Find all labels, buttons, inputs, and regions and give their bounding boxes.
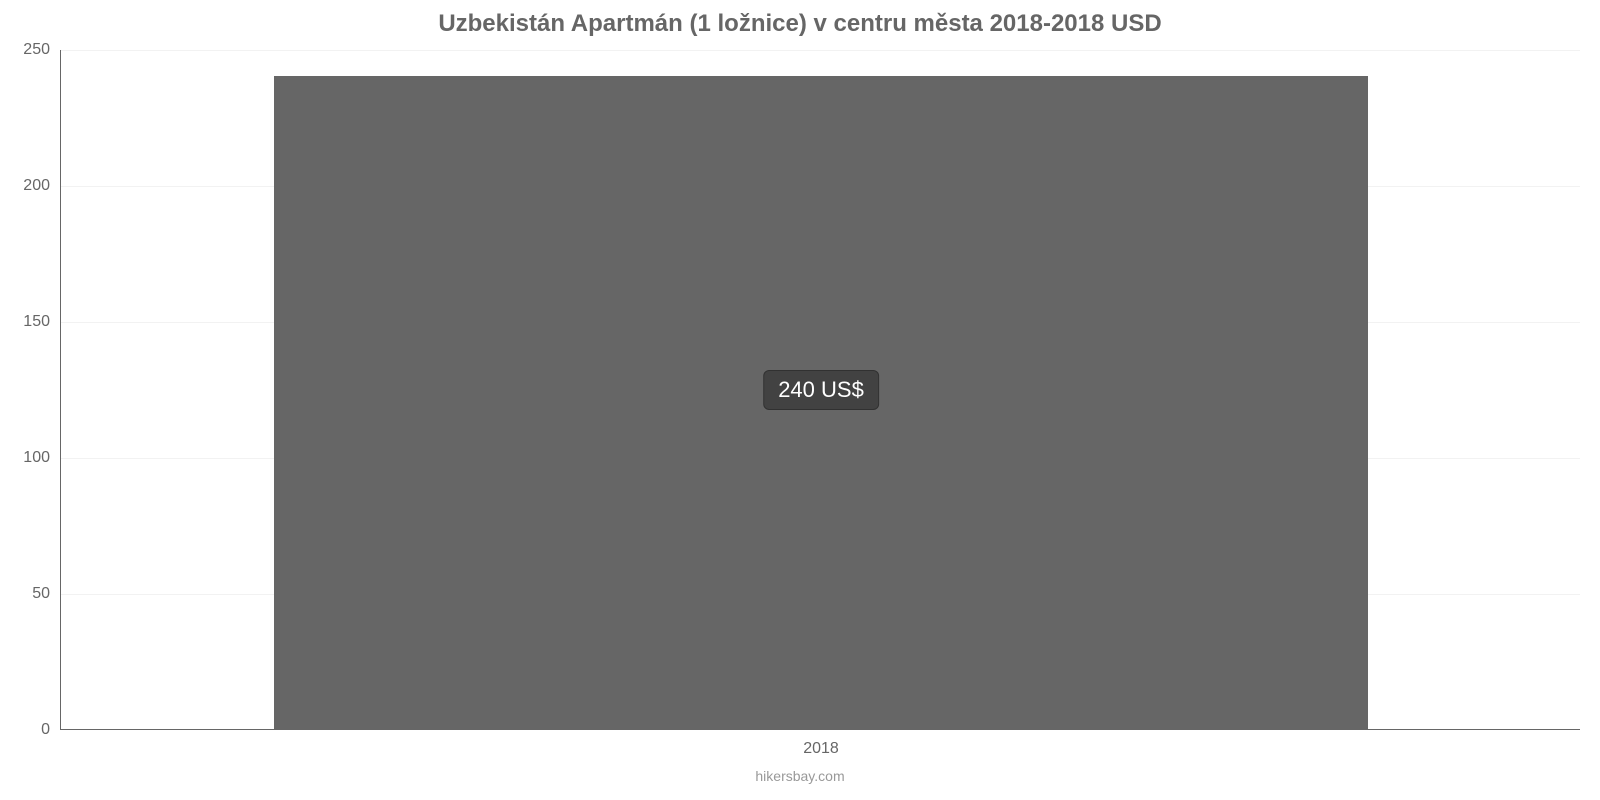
x-tick-label: 2018 xyxy=(803,740,839,758)
gridline xyxy=(61,50,1580,51)
y-tick-label: 150 xyxy=(0,313,50,331)
bar-value-label: 240 US$ xyxy=(763,370,879,410)
y-tick-label: 0 xyxy=(0,721,50,739)
y-tick-label: 250 xyxy=(0,41,50,59)
y-tick-label: 50 xyxy=(0,585,50,603)
chart-footer: hikersbay.com xyxy=(0,768,1600,784)
chart-title: Uzbekistán Apartmán (1 ložnice) v centru… xyxy=(0,10,1600,38)
plot-area: 050100150200250240 US$2018 xyxy=(60,50,1580,730)
chart-container: Uzbekistán Apartmán (1 ložnice) v centru… xyxy=(0,0,1600,800)
y-tick-label: 200 xyxy=(0,177,50,195)
y-tick-label: 100 xyxy=(0,449,50,467)
